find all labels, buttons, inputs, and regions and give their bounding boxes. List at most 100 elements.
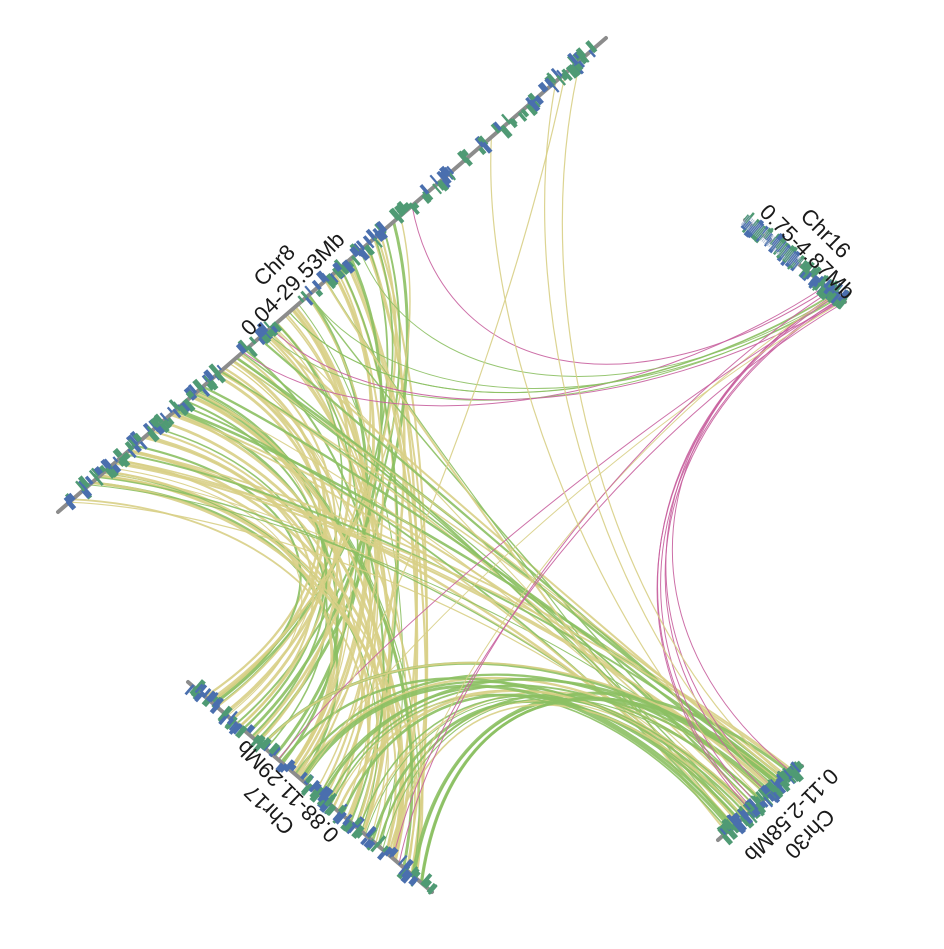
chr17-gene-89 [259,739,270,751]
chr8-gene-16 [106,468,116,478]
chr16-gene-3 [799,259,810,271]
chr17-gene-86 [194,690,205,703]
chr8-gene-88 [235,343,247,355]
chr8-gene-13 [75,480,86,492]
chr16-tick-10 [754,226,763,237]
chromosome-tracks [56,36,851,895]
chr16-gene-99 [776,248,786,259]
chr8-gene-17 [63,495,73,505]
chr16-tick-27 [778,245,787,256]
chr8-gene-90 [261,334,272,345]
chr16-tick-36 [790,255,799,266]
chr8-gene-100 [311,279,322,291]
chr8-gene-103 [297,295,305,303]
chr16-tick-19 [767,236,776,247]
chr8-gene-182 [551,84,560,93]
chr8-gene-40 [124,440,135,452]
chr30-gene-103 [790,777,797,784]
chr16-tick-15 [761,232,770,242]
chr8-gene-206 [567,52,579,66]
chr8-gene-2 [98,464,107,473]
chr17-gene-29 [184,684,195,696]
link-116 [299,680,748,816]
chr16-gene-115 [799,271,806,279]
chr8-gene-164 [457,150,469,164]
chr30-gene-82 [758,801,766,809]
chr8-gene-9 [84,475,94,485]
chr16-tick-16 [762,233,772,243]
chr16-gene-110 [833,284,842,293]
link-124 [301,684,733,830]
chr30-gene-65 [752,795,761,805]
chr8-gene-137 [422,189,434,202]
chr8-gene-46 [153,415,161,423]
chr16-tick-25 [775,243,784,254]
chr16-tick-9 [753,225,762,236]
chr17-gene-3 [383,846,394,857]
chr17-gene-83 [250,739,258,748]
chr8-gene-19 [81,484,93,496]
chr16-track [740,212,851,310]
chr16-gene-7 [744,212,755,224]
chr8-gene-148 [448,172,457,181]
chr17-gene-30 [365,825,377,838]
chr17-gene-109 [211,695,219,703]
link-114 [326,684,763,803]
chr16-tick-12 [757,228,766,239]
chr17-gene-18 [382,845,389,853]
synteny-links [69,59,846,884]
chr17-gene-93 [309,792,320,803]
chr16-tick-31 [783,250,792,260]
chr17-gene-102 [234,725,248,739]
chr8-gene-33 [118,455,131,468]
link-12 [235,229,401,725]
chr30-gene-29 [747,810,757,820]
link-115 [341,693,741,822]
chr17-gene-91 [324,795,336,807]
chr8-gene-78 [263,320,271,329]
chr30-gene-10 [763,783,773,794]
chr8-gene-109 [341,259,356,274]
chr16-gene-63 [827,292,837,303]
link-37 [134,444,302,705]
chr30-gene-104 [783,769,791,778]
chr8-gene-210 [575,50,586,60]
link-148 [295,72,567,776]
chr16-tick-11 [756,227,765,238]
chr17-gene-50 [351,824,365,839]
link-117 [387,703,745,855]
chr17-gene-84 [283,759,296,773]
chr8-gene-26 [207,378,217,388]
chr17-gene-95 [367,840,376,849]
chr30-track [716,760,805,846]
chr8-gene-158 [419,184,430,195]
chr8-gene-12 [102,458,112,468]
chr8-gene-203 [492,124,499,132]
chr8-gene-118 [300,290,308,299]
link-61 [91,481,405,861]
link-147 [544,81,776,790]
chr17-gene-71 [342,818,350,827]
link-123 [320,677,781,798]
chr30-gene-102 [776,770,789,783]
chr30-gene-100 [755,802,767,814]
chr8-gene-23 [122,451,131,461]
chr8-gene-18 [93,466,103,476]
chr8-gene-130 [355,240,366,251]
chr16-tick-2 [743,217,752,228]
chr8-gene-68 [194,381,205,392]
chr8-gene-63 [112,447,123,458]
chr16-tick-24 [773,242,783,252]
chr8-gene-132 [372,227,381,236]
chr8-gene-123 [375,220,388,234]
link-66 [151,430,364,808]
chr17-gene-116 [209,692,219,703]
chr8-gene-126 [373,237,383,248]
chr8-gene-197 [576,60,586,69]
link-129 [288,293,835,394]
chr8-gene-213 [588,49,597,58]
chr30-gene-45 [772,783,785,797]
chr30-gene-108 [763,796,774,808]
chr8-gene-85 [271,325,279,334]
